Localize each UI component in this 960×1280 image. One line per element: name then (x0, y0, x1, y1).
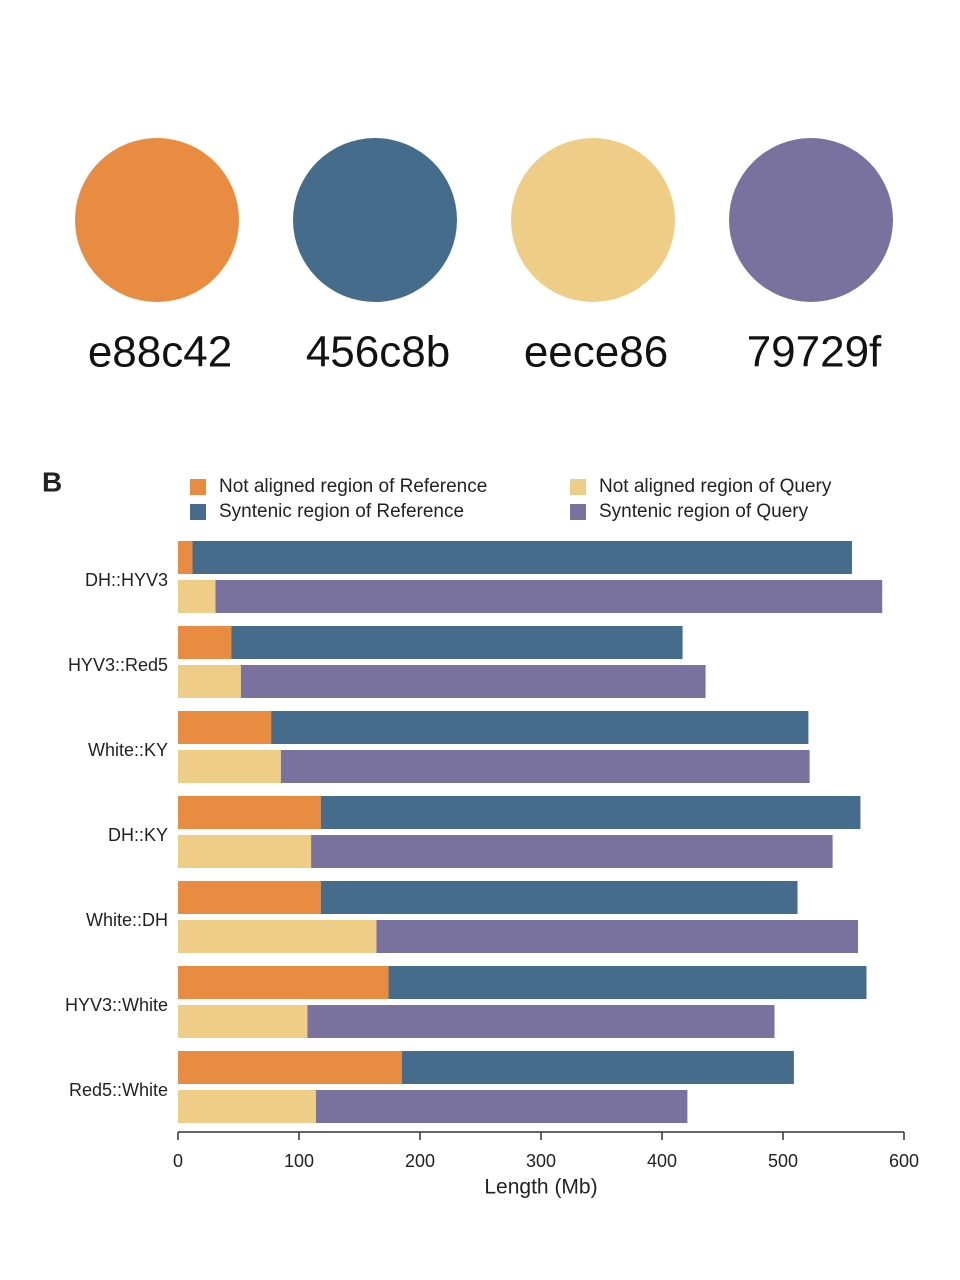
x-tick-label: 500 (768, 1151, 798, 1171)
x-tick-label: 300 (526, 1151, 556, 1171)
bar-segment (178, 1090, 316, 1123)
legend-label: Syntenic region of Reference (219, 501, 464, 522)
legend-label: Not aligned region of Reference (219, 476, 487, 497)
bar-segment (178, 1005, 308, 1038)
bar-segment (178, 966, 389, 999)
bar-segment (178, 1051, 402, 1084)
color-code: 79729f (747, 328, 882, 377)
bar-segment (231, 626, 683, 659)
legend-label: Syntenic region of Query (599, 501, 809, 522)
legend-label: Not aligned region of Query (599, 476, 832, 497)
legend-swatch (190, 479, 206, 495)
bar-segment (178, 881, 321, 914)
bar-segment (388, 966, 867, 999)
bar-segment (320, 881, 798, 914)
x-tick-label: 0 (173, 1151, 183, 1171)
x-axis-title: Length (Mb) (484, 1176, 597, 1199)
bar-segment (178, 920, 377, 953)
panel-label: B (42, 466, 62, 497)
color-swatch (511, 138, 675, 302)
bar-segment (311, 835, 833, 868)
bar-segment (178, 796, 321, 829)
color-code: 456c8b (306, 328, 450, 377)
category-label: DH::KY (108, 825, 168, 845)
bar-segment (178, 580, 216, 613)
category-label: HYV3::Red5 (68, 655, 168, 675)
category-label: White::KY (88, 740, 168, 760)
x-tick-label: 200 (405, 1151, 435, 1171)
bar-segment (178, 541, 193, 574)
bar-segment (178, 626, 232, 659)
bar-segment (376, 920, 859, 953)
legend-swatch (570, 504, 586, 520)
color-swatch (729, 138, 893, 302)
bar-segment (280, 750, 810, 783)
category-label: HYV3::White (65, 995, 168, 1015)
legend-swatch (570, 479, 586, 495)
bar-segment (401, 1051, 794, 1084)
bar-segment (307, 1005, 775, 1038)
bar-segment (192, 541, 852, 574)
legend-swatch (190, 504, 206, 520)
bar-segment (320, 796, 861, 829)
color-swatch (293, 138, 457, 302)
color-code: e88c42 (88, 328, 232, 377)
color-code: eece86 (524, 328, 668, 377)
x-tick-label: 400 (647, 1151, 677, 1171)
bar-segment (178, 750, 281, 783)
bar-segment (271, 711, 809, 744)
bar-segment (178, 711, 272, 744)
bar-segment (178, 835, 312, 868)
bar-segment (240, 665, 706, 698)
x-tick-label: 100 (284, 1151, 314, 1171)
bar-segment (178, 665, 241, 698)
category-label: White::DH (86, 910, 168, 930)
category-label: Red5::White (69, 1080, 168, 1100)
category-label: DH::HYV3 (85, 570, 168, 590)
color-swatch (75, 138, 239, 302)
bar-segment (215, 580, 883, 613)
x-tick-label: 600 (889, 1151, 919, 1171)
bar-segment (315, 1090, 688, 1123)
